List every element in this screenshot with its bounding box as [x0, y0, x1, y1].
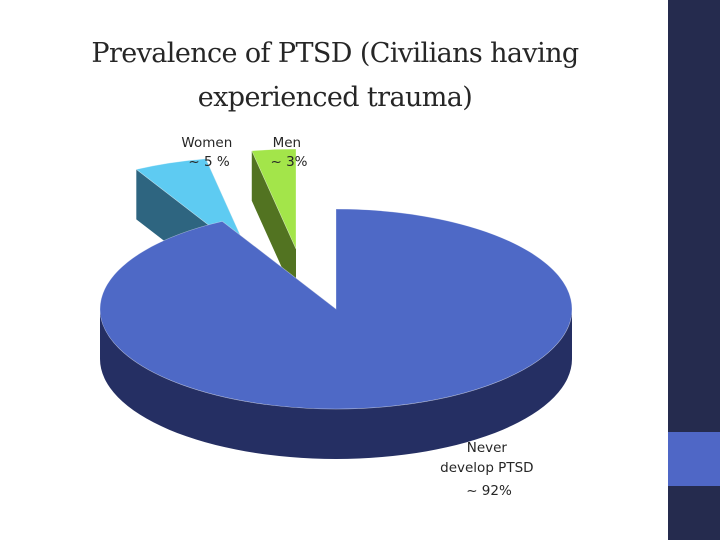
pie-labels: Women ~ 5 % Men ~ 3% Never develop PTSD … [181, 135, 538, 499]
label-never-line-1: Never [467, 440, 508, 456]
slide-title-line-2: experienced trauma) [197, 82, 473, 113]
label-men-line-1: Men [273, 135, 302, 151]
label-men: Men ~ 3% [270, 135, 307, 170]
slide-title: Prevalence of PTSD (Civilians having exp… [70, 32, 600, 120]
label-women-line-2: ~ 5 % [188, 154, 229, 170]
label-never-line-2: develop PTSD [440, 460, 533, 476]
label-women: Women ~ 5 % [181, 135, 236, 170]
label-never: Never develop PTSD ~ 92% [440, 440, 538, 499]
label-never-line-3: ~ 92% [466, 483, 512, 499]
pie-slice-men [251, 148, 297, 299]
pie-slice-never-develop-side [100, 309, 572, 459]
label-men-line-2: ~ 3% [270, 154, 307, 170]
sidebar-gap [664, 0, 668, 540]
pie-slice-men-wall-0 [251, 150, 296, 299]
pie-slices [99, 148, 573, 459]
pie-slice-never-develop-top [99, 208, 573, 410]
sidebar-accent-block [668, 432, 720, 486]
slide-title-line-1: Prevalence of PTSD (Civilians having [91, 38, 579, 69]
label-women-line-1: Women [181, 135, 232, 151]
pie-slice-men-top [251, 148, 297, 250]
pie-slice-never-develop [99, 208, 573, 459]
